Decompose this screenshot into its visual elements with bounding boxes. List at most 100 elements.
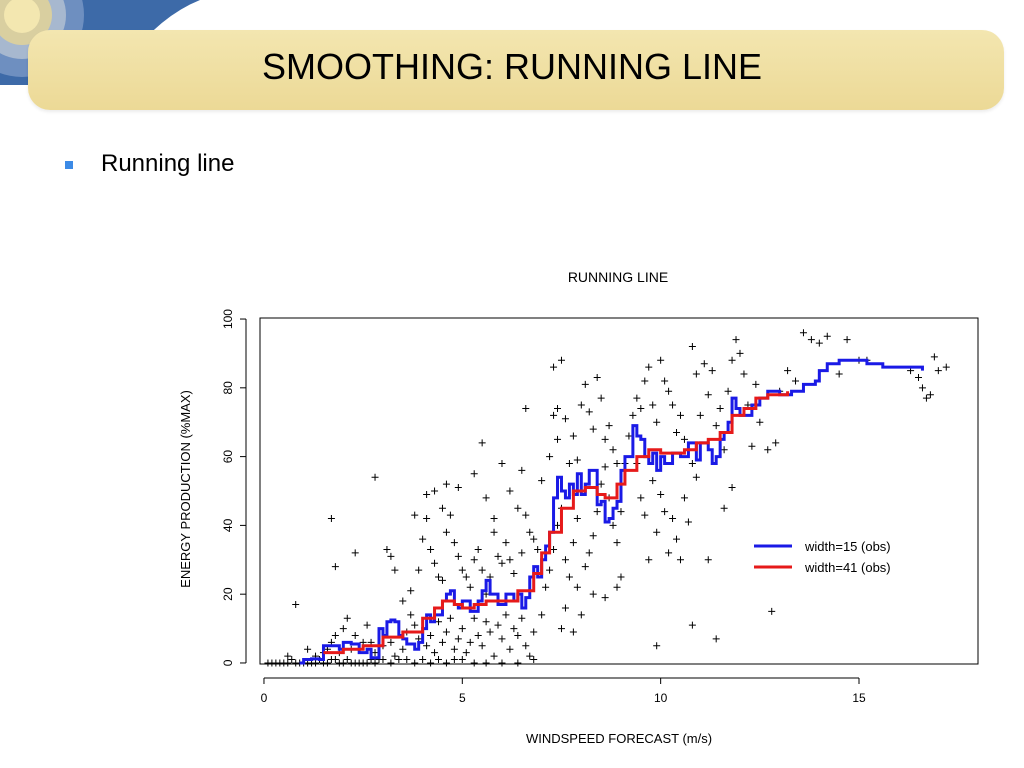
scatter-point: [351, 549, 359, 557]
scatter-point: [498, 635, 506, 643]
scatter-point: [736, 349, 744, 357]
y-tick-label: 100: [221, 309, 235, 329]
scatter-point: [926, 391, 934, 399]
bullet-item: Running line: [65, 150, 234, 178]
scatter-point: [454, 484, 462, 492]
scatter-point: [490, 528, 498, 536]
scatter-point: [557, 356, 565, 364]
scatter-point: [331, 563, 339, 571]
scatter-point: [720, 504, 728, 512]
scatter-point: [518, 549, 526, 557]
scatter-point: [669, 401, 677, 409]
scatter-point: [554, 521, 562, 529]
scatter-point: [490, 652, 498, 660]
scatter-point: [641, 377, 649, 385]
y-tick-label: 40: [221, 518, 235, 532]
scatter-point: [474, 545, 482, 553]
scatter-point: [431, 559, 439, 567]
scatter-point: [502, 611, 510, 619]
scatter-point: [498, 459, 506, 467]
scatter-point: [442, 480, 450, 488]
scatter-point: [371, 659, 379, 667]
scatter-point: [724, 387, 732, 395]
scatter-point: [728, 484, 736, 492]
scatter-point: [458, 625, 466, 633]
scatter-point: [609, 521, 617, 529]
scatter-point: [617, 508, 625, 516]
scatter-point: [942, 363, 950, 371]
scatter-point: [387, 552, 395, 560]
scatter-point: [403, 656, 411, 664]
scatter-point: [673, 429, 681, 437]
series-line-width-41: [323, 391, 790, 655]
scatter-point: [423, 642, 431, 650]
scatter-point: [601, 594, 609, 602]
scatter-point: [546, 566, 554, 574]
legend-label: width=15 (obs): [804, 539, 891, 554]
scatter-point: [407, 611, 415, 619]
scatter-point: [573, 583, 581, 591]
bullet-text: Running line: [101, 150, 235, 177]
scatter-point: [557, 625, 565, 633]
scatter-point: [665, 387, 673, 395]
scatter-point: [657, 490, 665, 498]
scatter-point: [629, 411, 637, 419]
scatter-point: [807, 336, 815, 344]
scatter-point: [684, 518, 692, 526]
scatter-point: [569, 628, 577, 636]
plot-frame: [259, 317, 979, 665]
x-axis-label: WINDSPEED FORECAST (m/s): [526, 731, 712, 746]
scatter-point: [494, 552, 502, 560]
scatter-point: [823, 332, 831, 340]
scatter-point: [470, 556, 478, 564]
scatter-point: [438, 638, 446, 646]
title-band: [28, 30, 1004, 110]
scatter-point: [669, 515, 677, 523]
y-axis-label: ENERGY PRODUCTION (%MAX): [178, 390, 193, 588]
scatter-point: [415, 566, 423, 574]
scatter-point: [569, 432, 577, 440]
scatter-point: [704, 556, 712, 564]
scatter-point: [565, 573, 573, 581]
scatter-point: [450, 656, 458, 664]
scatter-point: [673, 535, 681, 543]
scatter-point: [550, 545, 558, 553]
scatter-point: [561, 556, 569, 564]
scatter-point: [522, 404, 530, 412]
scatter-point: [514, 504, 522, 512]
scatter-point: [462, 649, 470, 657]
scatter-point: [617, 573, 625, 581]
scatter-point: [427, 545, 435, 553]
scatter-point: [613, 459, 621, 467]
slide-title: SMOOTHING: RUNNING LINE: [261, 46, 763, 87]
scatter-point: [577, 611, 585, 619]
scatter-point: [661, 377, 669, 385]
scatter-point: [530, 535, 538, 543]
scatter-point: [653, 642, 661, 650]
scatter-point: [601, 435, 609, 443]
scatter-point: [510, 625, 518, 633]
scatter-point: [371, 649, 379, 657]
scatter-point: [399, 645, 407, 653]
scatter-point: [351, 631, 359, 639]
scatter-point: [288, 656, 296, 664]
scatter-point: [387, 638, 395, 646]
scatter-point: [554, 404, 562, 412]
scatter-point: [482, 494, 490, 502]
scatter-point: [740, 370, 748, 378]
scatter-point: [657, 356, 665, 364]
scatter-point: [550, 411, 558, 419]
scatter-point: [446, 511, 454, 519]
scatter-point: [589, 590, 597, 598]
scatter-point: [435, 573, 443, 581]
scatter-point: [720, 446, 728, 454]
y-axis: 0 20 40 60 80 100: [221, 309, 247, 666]
scatter-point: [696, 411, 704, 419]
scatter-point: [423, 515, 431, 523]
scatter-point: [577, 401, 585, 409]
scatter-point: [573, 515, 581, 523]
scatter-point: [526, 528, 534, 536]
scatter-point: [585, 408, 593, 416]
scatter-point: [284, 652, 292, 660]
